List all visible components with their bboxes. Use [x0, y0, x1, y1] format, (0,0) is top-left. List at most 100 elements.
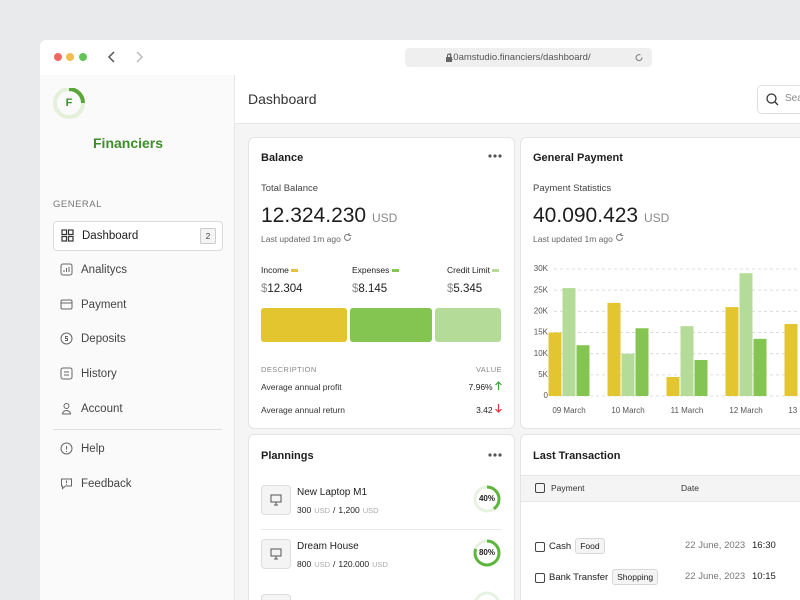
stat-swatch — [492, 269, 500, 273]
nav-label: Payment — [81, 299, 127, 311]
amount-part: / — [333, 505, 336, 515]
nav-item[interactable]: Dashboard 2 — [53, 221, 223, 251]
stat-value: $8.145 — [352, 281, 387, 297]
window-controls — [54, 51, 144, 63]
amount-part: USD — [362, 506, 379, 515]
payment-tag: Food — [575, 538, 605, 554]
ring-progress — [473, 539, 501, 567]
total-label: Total Balance — [261, 183, 319, 194]
plan-ring — [473, 539, 501, 567]
table-head: Payment Date — [521, 475, 800, 502]
section-label: GENERAL — [53, 199, 102, 210]
plan-icon — [261, 485, 291, 515]
y-tick-label: 30K — [534, 264, 549, 273]
table-cell: 3.42 — [476, 402, 502, 418]
column-header: Payment — [551, 483, 585, 493]
cell-value: 7.96% — [468, 382, 493, 392]
time-cell: 10:15 — [752, 571, 776, 582]
table-header: DESCRIPTION — [261, 365, 317, 374]
stat-block — [435, 308, 501, 342]
icon-glyph — [270, 494, 282, 506]
plan-name: Dream House — [297, 541, 359, 552]
nav-item[interactable]: Analitycs — [53, 256, 221, 284]
card-title: General Payment — [533, 152, 623, 164]
logo-letter: F — [65, 97, 73, 109]
minimize-dot[interactable] — [66, 53, 74, 61]
checkbox[interactable] — [535, 542, 545, 552]
currency: USD — [371, 211, 398, 225]
back-button[interactable] — [107, 51, 115, 63]
forward-button[interactable] — [136, 51, 144, 63]
ring-progress — [473, 485, 501, 513]
stat-name: Income — [261, 265, 289, 275]
plan-amount: 300 USD/1,200 USD — [297, 502, 379, 518]
y-tick-label: 20K — [534, 306, 549, 315]
stat-label: Credit Limit — [447, 264, 500, 276]
payment-cell: Bank Transfer Shopping — [549, 569, 659, 585]
close-dot[interactable] — [54, 53, 62, 61]
ring-label: 80% — [478, 548, 495, 557]
x-tick-label: 12 March — [729, 406, 762, 415]
bar — [635, 328, 649, 396]
address-bar[interactable]: 10amstudio.financiers/dashboard/ — [405, 48, 652, 67]
nav-icon — [60, 332, 73, 345]
x-tick-label: 09 March — [552, 406, 585, 415]
stat-value: $5.345 — [447, 281, 482, 297]
nav-icon — [60, 367, 73, 380]
reload-icon[interactable] — [635, 53, 644, 62]
cell-value: 3.42 — [476, 405, 493, 415]
payment-method: Cash — [549, 541, 572, 552]
nav-item[interactable]: Account — [53, 395, 221, 423]
search-icon — [766, 93, 779, 106]
stat-name: Credit Limit — [447, 265, 490, 275]
checkbox[interactable] — [535, 483, 545, 493]
stat-currency: $ — [261, 283, 268, 295]
stat-amount: 12.304 — [267, 283, 303, 295]
nav-icon — [60, 299, 73, 310]
time-cell: 16:30 — [752, 540, 776, 551]
plan-icon — [261, 539, 291, 569]
y-tick-label: 25K — [534, 285, 549, 294]
nav-item[interactable]: History — [53, 360, 221, 388]
amount-part: 120.000 — [338, 559, 370, 569]
stat-swatch — [291, 269, 299, 273]
table-cell: Average annual return — [261, 405, 345, 415]
card-menu[interactable] — [488, 154, 502, 158]
search-box[interactable]: Search — [757, 85, 800, 114]
nav-item[interactable]: Deposits — [53, 325, 221, 353]
amount-part: USD — [314, 506, 331, 515]
divider — [261, 529, 501, 530]
stat-amount: 8.145 — [358, 283, 388, 295]
page-header: Dashboard Search — [235, 75, 800, 124]
nav-item[interactable]: Help — [53, 435, 221, 463]
card-title: Plannings — [261, 450, 314, 462]
plan-amount: 800 USD/120.000 USD — [297, 556, 388, 572]
plannings-card: Plannings New Laptop M1 300 USD/1,200 USD 40… — [248, 434, 515, 600]
nav-icon — [61, 229, 74, 242]
maximize-dot[interactable] — [79, 53, 87, 61]
table-cell: 7.96% — [469, 379, 502, 395]
nav-item[interactable]: Feedback — [53, 470, 221, 498]
nav-icon — [60, 442, 73, 455]
ring-label: 40% — [478, 494, 495, 503]
checkbox[interactable] — [535, 573, 545, 583]
down-arrow — [495, 404, 502, 413]
nav-item[interactable]: Payment — [53, 291, 221, 319]
card-title: Balance — [261, 152, 304, 164]
bar — [739, 273, 753, 396]
y-tick-label: 0 — [544, 391, 549, 400]
table-cell: Average annual profit — [261, 382, 342, 392]
payment-cell: Cash Food — [549, 538, 605, 554]
refresh-icon[interactable] — [615, 233, 624, 242]
icon-glyph — [270, 548, 282, 560]
y-tick-label: 15K — [534, 328, 549, 337]
card-menu[interactable] — [488, 453, 502, 457]
total-amount: 12.324.230 USD — [261, 203, 397, 231]
refresh-icon[interactable] — [343, 233, 352, 242]
total-amount: 40.090.423 USD — [533, 203, 669, 231]
payment-tag: Shopping — [612, 569, 659, 585]
url: 10amstudio.financiers/dashboard/ — [448, 52, 591, 63]
plan-name: New Laptop M1 — [297, 487, 368, 498]
nav-badge: 2 — [200, 228, 216, 244]
